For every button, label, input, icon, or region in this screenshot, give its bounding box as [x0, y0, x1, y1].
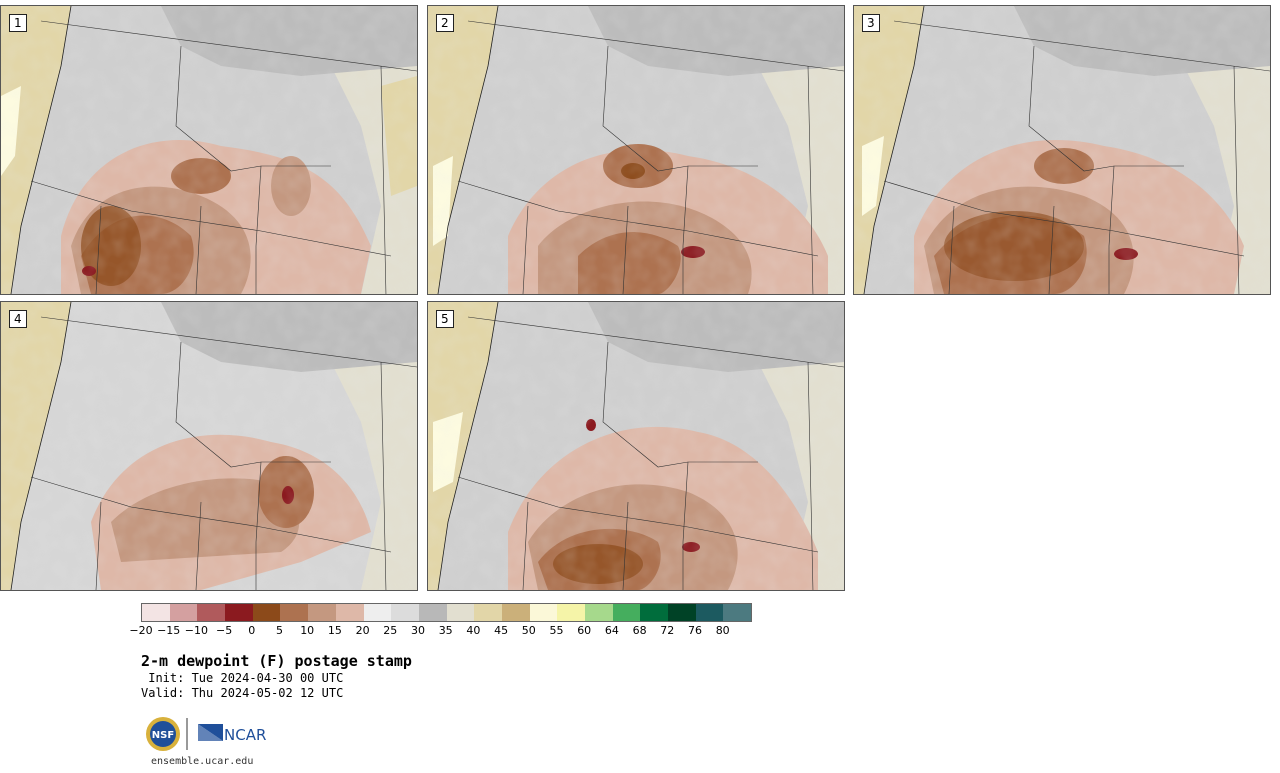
- dewpoint-map: [1, 6, 417, 294]
- colorbar-tick-label: 15: [327, 624, 342, 637]
- colorbar-tick-label: 80: [715, 624, 730, 637]
- colorbar: [141, 603, 753, 622]
- colorbar-tick-label: 60: [577, 624, 592, 637]
- colorbar-cell: [225, 604, 253, 621]
- ncar-logo-text: NCAR: [224, 726, 266, 744]
- colorbar-cell: [363, 604, 392, 621]
- dewpoint-map: [1, 302, 417, 590]
- colorbar-cell: [446, 604, 475, 621]
- page-title: 2-m dewpoint (F) postage stamp: [141, 652, 412, 670]
- colorbar-cell: [668, 604, 696, 621]
- colorbar-cell: [169, 604, 198, 621]
- map-panel-4: 4: [0, 301, 418, 591]
- colorbar-cell: [142, 604, 170, 621]
- colorbar-tick-label: 68: [632, 624, 647, 637]
- colorbar-tick-label: 5: [276, 624, 283, 637]
- panel-label: 3: [862, 14, 880, 32]
- init-time: Init: Tue 2024-04-30 00 UTC: [141, 671, 344, 685]
- colorbar-tick-label: 0: [248, 624, 256, 637]
- map-panel-2: 2: [427, 5, 845, 295]
- colorbar-cell: [585, 604, 613, 621]
- colorbar-tick-label: 50: [521, 624, 536, 637]
- colorbar-tick-label: −20: [129, 624, 153, 637]
- panel-label: 4: [9, 310, 27, 328]
- colorbar-cell: [640, 604, 669, 621]
- colorbar-tick-label: −5: [215, 624, 233, 637]
- nsf-logo-text: NSF: [152, 730, 174, 741]
- site-url: ensemble.ucar.edu: [151, 756, 254, 767]
- colorbar-cell: [335, 604, 364, 621]
- nsf-logo: NSF: [146, 717, 180, 751]
- panel-label: 2: [436, 14, 454, 32]
- ncar-logo: NCAR: [198, 724, 266, 744]
- colorbar-cell: [612, 604, 641, 621]
- dewpoint-map: [428, 6, 844, 294]
- colorbar-tick-label: 40: [466, 624, 481, 637]
- colorbar-cell: [308, 604, 336, 621]
- colorbar-cell: [280, 604, 309, 621]
- colorbar-tick-label: 20: [355, 624, 370, 637]
- panel-label: 1: [9, 14, 27, 32]
- dewpoint-map: [428, 302, 844, 590]
- valid-time: Valid: Thu 2024-05-02 12 UTC: [141, 686, 344, 700]
- colorbar-tick-label: 45: [494, 624, 509, 637]
- colorbar-cell: [252, 604, 281, 621]
- map-panel-5: 5: [427, 301, 845, 591]
- colorbar-cell: [418, 604, 447, 621]
- colorbar-cell: [695, 604, 724, 621]
- map-panel-1: 1: [0, 5, 418, 295]
- colorbar-tick-label: 25: [383, 624, 398, 637]
- colorbar-cell: [474, 604, 502, 621]
- colorbar-tick-label: 64: [604, 624, 619, 637]
- colorbar-cell: [391, 604, 419, 621]
- colorbar-cell: [723, 604, 752, 621]
- logos: NSF NCAR: [145, 714, 275, 754]
- colorbar-tick-label: 30: [411, 624, 425, 637]
- colorbar-tick-label: 35: [438, 624, 453, 637]
- colorbar-cell: [557, 604, 585, 621]
- colorbar-tick-label: −15: [157, 624, 181, 637]
- colorbar-tick-label: −10: [184, 624, 208, 637]
- colorbar-ticks: −20 −15 −10 −5 0 5 10 15 20 25 30 35 40 45 50 55 60 64 68 7…: [129, 624, 761, 638]
- colorbar-tick-label: 72: [660, 624, 675, 637]
- colorbar-tick-label: 55: [549, 624, 564, 637]
- panel-label: 5: [436, 310, 454, 328]
- colorbar-cell: [197, 604, 226, 621]
- colorbar-tick-label: 10: [300, 624, 315, 637]
- colorbar-tick-label: 76: [688, 624, 702, 637]
- dewpoint-map: [854, 6, 1270, 294]
- map-panel-3: 3: [853, 5, 1271, 295]
- colorbar-cell: [529, 604, 558, 621]
- colorbar-cell: [501, 604, 530, 621]
